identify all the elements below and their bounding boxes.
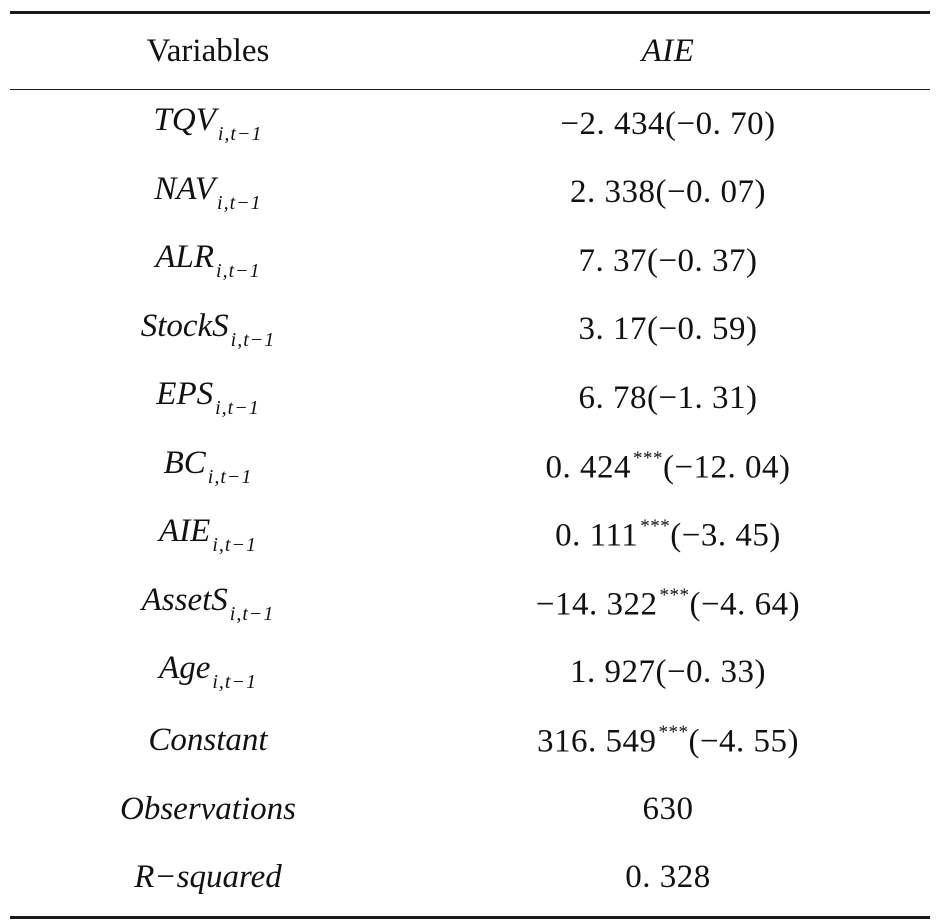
table-row: Age i,t−1 1. 927(−0. 33)	[10, 638, 930, 707]
table-row: NAV i,t−1 2. 338(−0. 07)	[10, 159, 930, 228]
variable-cell: ALR i,t−1	[10, 239, 406, 283]
coefficient-value: 2. 338	[569, 174, 656, 211]
variable-cell: Age i,t−1	[10, 650, 406, 694]
table-row: Constant 316. 549 ***(−4. 55)	[10, 707, 930, 776]
variable-name: StockS	[140, 307, 229, 344]
variable-cell: AIE i,t−1	[10, 513, 406, 557]
header-row: Variables AIE	[10, 14, 930, 89]
coefficient-value: 0. 328	[625, 859, 711, 896]
significance-stars: ***	[658, 721, 689, 743]
t-statistic: (−0. 37)	[646, 242, 758, 279]
coefficient-value: 0. 424	[545, 448, 631, 485]
regression-table: Variables AIE TQV i,t−1 −2. 434(−0. 70) NAV…	[10, 11, 930, 919]
t-statistic: (−0. 07)	[655, 174, 767, 211]
coefficient-cell: 7. 37(−0. 37)	[406, 243, 930, 280]
variable-cell: TQV i,t−1	[10, 102, 406, 146]
table-row: TQV i,t−1 −2. 434(−0. 70)	[10, 90, 930, 159]
variable-subscript: i,t−1	[217, 191, 262, 214]
table-row: AssetS i,t−1 −14. 322 ***(−4. 64)	[10, 570, 930, 639]
variable-cell: StockS i,t−1	[10, 308, 406, 352]
table-row: R−squared 0. 328	[10, 844, 930, 913]
variable-subscript: i,t−1	[207, 465, 253, 488]
variable-name: TQV	[153, 102, 216, 139]
table-row: EPS i,t−1 6. 78(−1. 31)	[10, 364, 930, 433]
coefficient-value: 316. 549	[536, 722, 657, 759]
coefficient-value: 7. 37	[578, 242, 647, 279]
t-statistic: (−0. 59)	[646, 311, 758, 348]
coefficient-cell: 0. 424 ***(−12. 04)	[406, 448, 930, 486]
variable-name: R−squared	[134, 859, 282, 896]
t-statistic: (−0. 70)	[665, 105, 776, 142]
header-dependent: AIE	[641, 33, 695, 69]
t-statistic: (−4. 55)	[688, 722, 800, 759]
coefficient-cell: 0. 111 ***(−3. 45)	[406, 516, 930, 554]
table-body: TQV i,t−1 −2. 434(−0. 70) NAV i,t−1 2. 338(−0…	[10, 90, 930, 916]
top-rule	[10, 11, 930, 14]
variable-name: BC	[163, 444, 206, 481]
variable-name: AIE	[159, 513, 211, 550]
table-row: StockS i,t−1 3. 17(−0. 59)	[10, 296, 930, 365]
variable-cell: AssetS i,t−1	[10, 582, 406, 626]
table-row: BC i,t−1 0. 424 ***(−12. 04)	[10, 433, 930, 502]
variable-cell: NAV i,t−1	[10, 171, 406, 215]
coefficient-value: 630	[642, 790, 694, 827]
coefficient-cell: 3. 17(−0. 59)	[406, 311, 930, 348]
variable-subscript: i,t−1	[216, 260, 261, 283]
t-statistic: (−4. 64)	[689, 585, 801, 622]
coefficient-cell: 0. 328	[406, 859, 930, 896]
variable-cell: BC i,t−1	[10, 445, 406, 489]
header-variables: Variables	[146, 33, 270, 69]
t-statistic: (−1. 31)	[646, 379, 758, 416]
bottom-rule	[10, 916, 930, 919]
coefficient-value: 6. 78	[578, 379, 647, 416]
t-statistic: (−3. 45)	[670, 517, 781, 554]
coefficient-cell: −14. 322 ***(−4. 64)	[406, 585, 930, 623]
significance-stars: ***	[659, 584, 690, 606]
variable-cell: Constant	[10, 722, 406, 759]
coefficient-value: −2. 434	[560, 105, 666, 142]
variable-cell: Observations	[10, 791, 406, 828]
t-statistic: (−0. 33)	[655, 653, 767, 690]
coefficient-cell: 1. 927(−0. 33)	[406, 654, 930, 691]
significance-stars: ***	[640, 516, 671, 538]
variable-name: Observations	[120, 790, 296, 827]
coefficient-value: 1. 927	[569, 653, 656, 690]
variable-subscript: i,t−1	[229, 602, 275, 625]
coefficient-value: 0. 111	[555, 517, 639, 554]
variable-cell: EPS i,t−1	[10, 376, 406, 420]
coefficient-value: −14. 322	[535, 585, 658, 622]
variable-name: ALR	[155, 239, 215, 276]
coefficient-value: 3. 17	[578, 311, 647, 348]
coefficient-cell: 6. 78(−1. 31)	[406, 380, 930, 417]
table-row: ALR i,t−1 7. 37(−0. 37)	[10, 227, 930, 296]
coefficient-cell: 630	[406, 791, 930, 828]
table-row: AIE i,t−1 0. 111 ***(−3. 45)	[10, 501, 930, 570]
variable-subscript: i,t−1	[217, 123, 263, 146]
variable-name: AssetS	[141, 581, 228, 618]
variable-name: EPS	[156, 376, 214, 413]
variable-cell: R−squared	[10, 859, 406, 896]
variable-name: Age	[159, 650, 211, 687]
significance-stars: ***	[632, 447, 663, 469]
variable-subscript: i,t−1	[230, 328, 276, 351]
variable-name: Constant	[148, 722, 268, 759]
t-statistic: (−12. 04)	[662, 448, 791, 485]
coefficient-cell: 2. 338(−0. 07)	[406, 174, 930, 211]
coefficient-cell: −2. 434(−0. 70)	[406, 106, 930, 143]
header-rule	[10, 89, 930, 90]
variable-name: NAV	[154, 170, 216, 207]
table-row: Observations 630	[10, 775, 930, 844]
variable-subscript: i,t−1	[215, 397, 260, 420]
coefficient-cell: 316. 549 ***(−4. 55)	[406, 722, 930, 760]
variable-subscript: i,t−1	[212, 671, 257, 694]
variable-subscript: i,t−1	[212, 534, 257, 557]
